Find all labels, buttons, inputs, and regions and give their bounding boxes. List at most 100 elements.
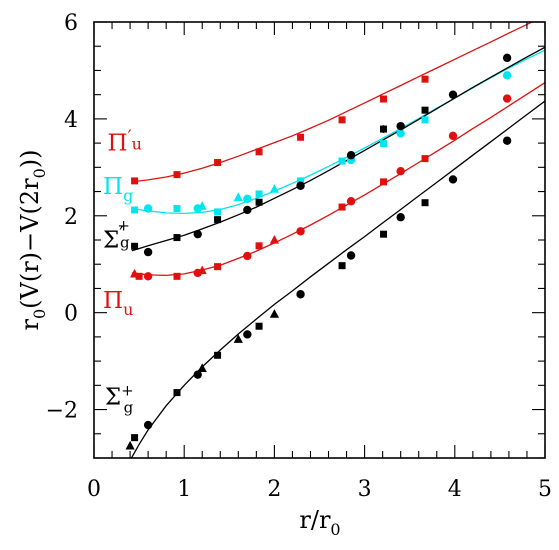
series-label-0: Π′u (108, 126, 142, 156)
y-axis-title: r0(V(r)−V(2r0)) (16, 149, 49, 330)
data-point-3-7 (243, 251, 252, 261)
data-point-2-12 (448, 90, 458, 99)
data-point-4-3 (173, 389, 181, 397)
data-point-3-14 (396, 167, 405, 176)
data-point-2-6 (255, 198, 263, 206)
data-point-3-3 (173, 272, 181, 280)
data-point-1-9 (269, 184, 279, 193)
data-point-2-4 (214, 216, 222, 224)
data-point-2-2 (173, 234, 181, 242)
data-point-4-15 (396, 213, 405, 222)
data-point-1-15 (421, 116, 429, 124)
data-point-4-17 (448, 175, 458, 184)
fit-curves (130, 22, 545, 458)
fit-curve-1 (131, 49, 545, 215)
data-point-2-10 (396, 121, 405, 131)
data-point-3-8 (255, 242, 263, 250)
y-tick-label-2: 2 (64, 205, 78, 230)
data-point-2-8 (346, 151, 356, 160)
fit-curve-2 (131, 46, 545, 252)
data-point-4-18 (502, 136, 512, 145)
data-point-2-7 (296, 181, 305, 190)
data-point-3-16 (448, 131, 458, 141)
data-point-2-3 (193, 229, 202, 239)
y-tick-label-4: 6 (64, 11, 78, 36)
data-point-3-17 (502, 94, 512, 103)
data-point-1-0 (131, 206, 139, 214)
data-point-0-1 (173, 171, 181, 179)
data-point-1-13 (380, 140, 388, 148)
data-point-4-1 (131, 434, 139, 442)
data-point-1-16 (502, 71, 512, 80)
data-point-3-13 (380, 178, 388, 186)
data-point-0-5 (338, 116, 346, 124)
data-point-4-12 (338, 262, 346, 270)
data-point-0-2 (214, 158, 222, 166)
data-point-1-1 (143, 204, 153, 213)
data-point-4-10 (269, 309, 279, 318)
axis-ticks (93, 21, 546, 459)
data-point-1-14 (396, 129, 405, 138)
tick-labels: 0 1 2 3 4 5 −2 0 2 4 6 (46, 11, 552, 502)
series-label-3: Πu (103, 288, 133, 319)
data-point-3-6 (214, 263, 222, 271)
data-point-1-11 (338, 157, 346, 165)
x-tick-label-5: 5 (538, 477, 552, 502)
fit-curve-3 (131, 82, 545, 277)
data-point-4-6 (214, 351, 222, 359)
data-point-3-1 (135, 272, 143, 280)
x-tick-label-3: 3 (358, 477, 372, 502)
data-point-4-13 (346, 251, 356, 260)
data-point-4-2 (143, 420, 153, 430)
fit-curve-0 (131, 22, 534, 183)
data-point-4-0 (125, 440, 135, 450)
data-point-4-7 (233, 334, 243, 343)
data-point-4-5 (197, 363, 207, 372)
data-point-1-5 (214, 208, 222, 216)
data-point-3-5 (197, 265, 207, 275)
data-point-0-6 (380, 95, 388, 103)
data-point-2-0 (131, 242, 139, 250)
data-point-3-15 (421, 155, 429, 163)
x-tick-label-2: 2 (267, 477, 281, 502)
data-point-4-11 (296, 290, 305, 299)
data-point-1-10 (297, 177, 305, 185)
data-point-3-11 (338, 203, 346, 211)
data-point-0-0 (131, 177, 139, 185)
data-point-0-7 (421, 75, 429, 83)
data-point-4-8 (243, 330, 252, 339)
data-point-1-7 (243, 194, 252, 204)
data-point-1-4 (197, 201, 207, 210)
x-tick-label-0: 0 (87, 477, 101, 502)
data-point-1-8 (255, 190, 263, 198)
x-axis-title: r/r0 (299, 506, 340, 539)
plot-frame (93, 21, 546, 459)
data-point-4-14 (380, 230, 388, 238)
x-tick-label-1: 1 (177, 477, 191, 502)
y-tick-label-3: 4 (64, 108, 78, 133)
data-point-1-2 (173, 205, 181, 213)
data-point-3-12 (346, 197, 356, 206)
fit-curve-4 (130, 100, 545, 458)
data-point-2-5 (243, 205, 252, 215)
data-point-1-6 (233, 192, 243, 201)
series-label-2: Σ′+ g (103, 216, 130, 253)
x-tick-label-4: 4 (448, 477, 462, 502)
data-point-4-4 (193, 370, 202, 379)
data-point-3-2 (143, 272, 153, 281)
data-points (125, 53, 512, 450)
data-point-2-11 (421, 106, 429, 114)
data-point-2-1 (143, 247, 153, 257)
series-label-4: Σ+ g (105, 382, 134, 417)
data-point-0-4 (297, 133, 305, 141)
y-tick-label-0: −2 (46, 399, 78, 424)
data-point-3-10 (296, 227, 305, 236)
data-point-0-3 (255, 148, 263, 156)
data-point-4-9 (255, 322, 263, 330)
data-point-4-16 (421, 199, 429, 207)
data-point-3-9 (269, 235, 279, 244)
y-tick-label-1: 0 (64, 302, 78, 327)
series-labels: Π′u Πg Σ′+ g Πu Σ+ g (103, 126, 142, 416)
series-label-1: Πg (103, 174, 133, 205)
